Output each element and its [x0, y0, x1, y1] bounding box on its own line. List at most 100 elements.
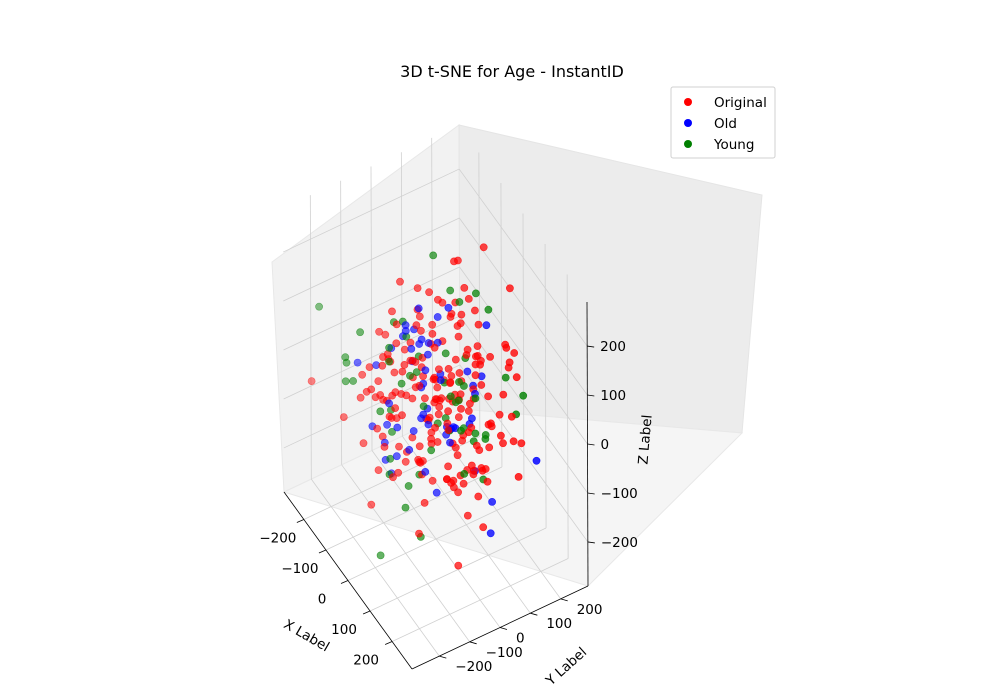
point-original [415, 442, 424, 451]
point-original [472, 441, 481, 450]
point-young [454, 396, 463, 405]
grid-line-z-wall-yz [282, 168, 460, 253]
scatter-points [307, 243, 541, 570]
point-original [307, 377, 316, 385]
point-original [444, 462, 452, 471]
point-old [486, 529, 495, 538]
x-tick-label: 0 [318, 592, 327, 608]
point-original [486, 352, 494, 361]
point-original [339, 413, 348, 421]
point-original [457, 404, 465, 413]
z-tick-label: 0 [601, 437, 610, 453]
point-original [471, 371, 480, 380]
point-original [433, 383, 442, 392]
grid-line-y-floor [310, 478, 440, 657]
point-old [482, 321, 491, 330]
point-original [420, 394, 429, 403]
grid-line-z-wall-xz [459, 364, 589, 543]
point-original [510, 349, 519, 357]
point-original [390, 368, 399, 377]
point-original [479, 523, 488, 532]
point-original [447, 309, 456, 318]
point-young [471, 289, 480, 298]
point-old [436, 376, 445, 384]
point-original [471, 352, 480, 361]
y-tick-mark [439, 655, 447, 659]
point-original [446, 378, 455, 387]
point-young [481, 431, 490, 439]
point-young [401, 503, 410, 512]
point-original [460, 283, 469, 292]
y-tick-label: 100 [546, 616, 572, 632]
point-original [358, 370, 367, 379]
point-original [474, 320, 483, 329]
point-original [398, 367, 407, 376]
x-tick-label: −200 [259, 530, 296, 546]
point-original [381, 330, 390, 339]
z-tick-label: 200 [600, 339, 626, 355]
point-original [428, 320, 437, 329]
grid-line-y-floor [341, 464, 470, 643]
point-young [386, 454, 395, 463]
point-old [488, 497, 496, 506]
point-young [427, 446, 436, 455]
point-young [471, 394, 480, 403]
point-original [467, 423, 476, 432]
point-original [454, 561, 463, 570]
point-old [424, 420, 433, 429]
point-original [456, 319, 465, 328]
point-original [425, 288, 433, 297]
point-original [394, 468, 403, 477]
point-young [446, 286, 455, 295]
legend-marker-old [684, 119, 692, 127]
z-tick-label: −100 [601, 486, 638, 502]
point-original [396, 277, 404, 286]
point-original [512, 373, 521, 382]
point-old [421, 366, 430, 375]
legend-frame [670, 86, 776, 159]
point-original [464, 407, 473, 415]
point-original [428, 476, 437, 485]
y-tick-mark [530, 612, 538, 616]
point-original [502, 343, 511, 352]
point-old [419, 410, 428, 419]
point-original [479, 243, 488, 252]
x-tick-mark [296, 519, 305, 523]
grid-line-z-wall-yz [283, 266, 460, 351]
point-old [423, 350, 432, 359]
point-original [415, 312, 424, 321]
point-young [349, 377, 357, 385]
point-original [388, 307, 396, 316]
point-old [463, 367, 472, 376]
point-original [391, 404, 400, 412]
point-young [419, 402, 428, 411]
point-original [431, 423, 439, 432]
point-old [405, 445, 414, 454]
point-original [484, 392, 492, 401]
point-original [416, 458, 425, 467]
x-tick-label: 100 [331, 622, 357, 638]
point-original [451, 443, 460, 452]
point-young [385, 357, 393, 366]
point-original [455, 369, 464, 377]
point-original [376, 391, 385, 399]
point-old [446, 438, 454, 447]
point-original [412, 321, 421, 330]
point-original [447, 372, 456, 380]
point-original [433, 295, 442, 304]
point-original [415, 529, 423, 538]
point-old [532, 456, 541, 465]
point-young [412, 368, 421, 376]
point-old [467, 414, 476, 423]
point-original [444, 364, 453, 373]
point-original [444, 407, 452, 416]
point-original [359, 439, 368, 448]
y-tick-mark [560, 598, 568, 602]
point-young [376, 551, 385, 560]
point-original [392, 339, 401, 348]
chart-title: 3D t-SNE for Age - InstantID [400, 62, 624, 81]
point-young [519, 391, 528, 400]
y-tick-label: 200 [577, 602, 603, 618]
y-tick-label: 0 [516, 631, 525, 647]
